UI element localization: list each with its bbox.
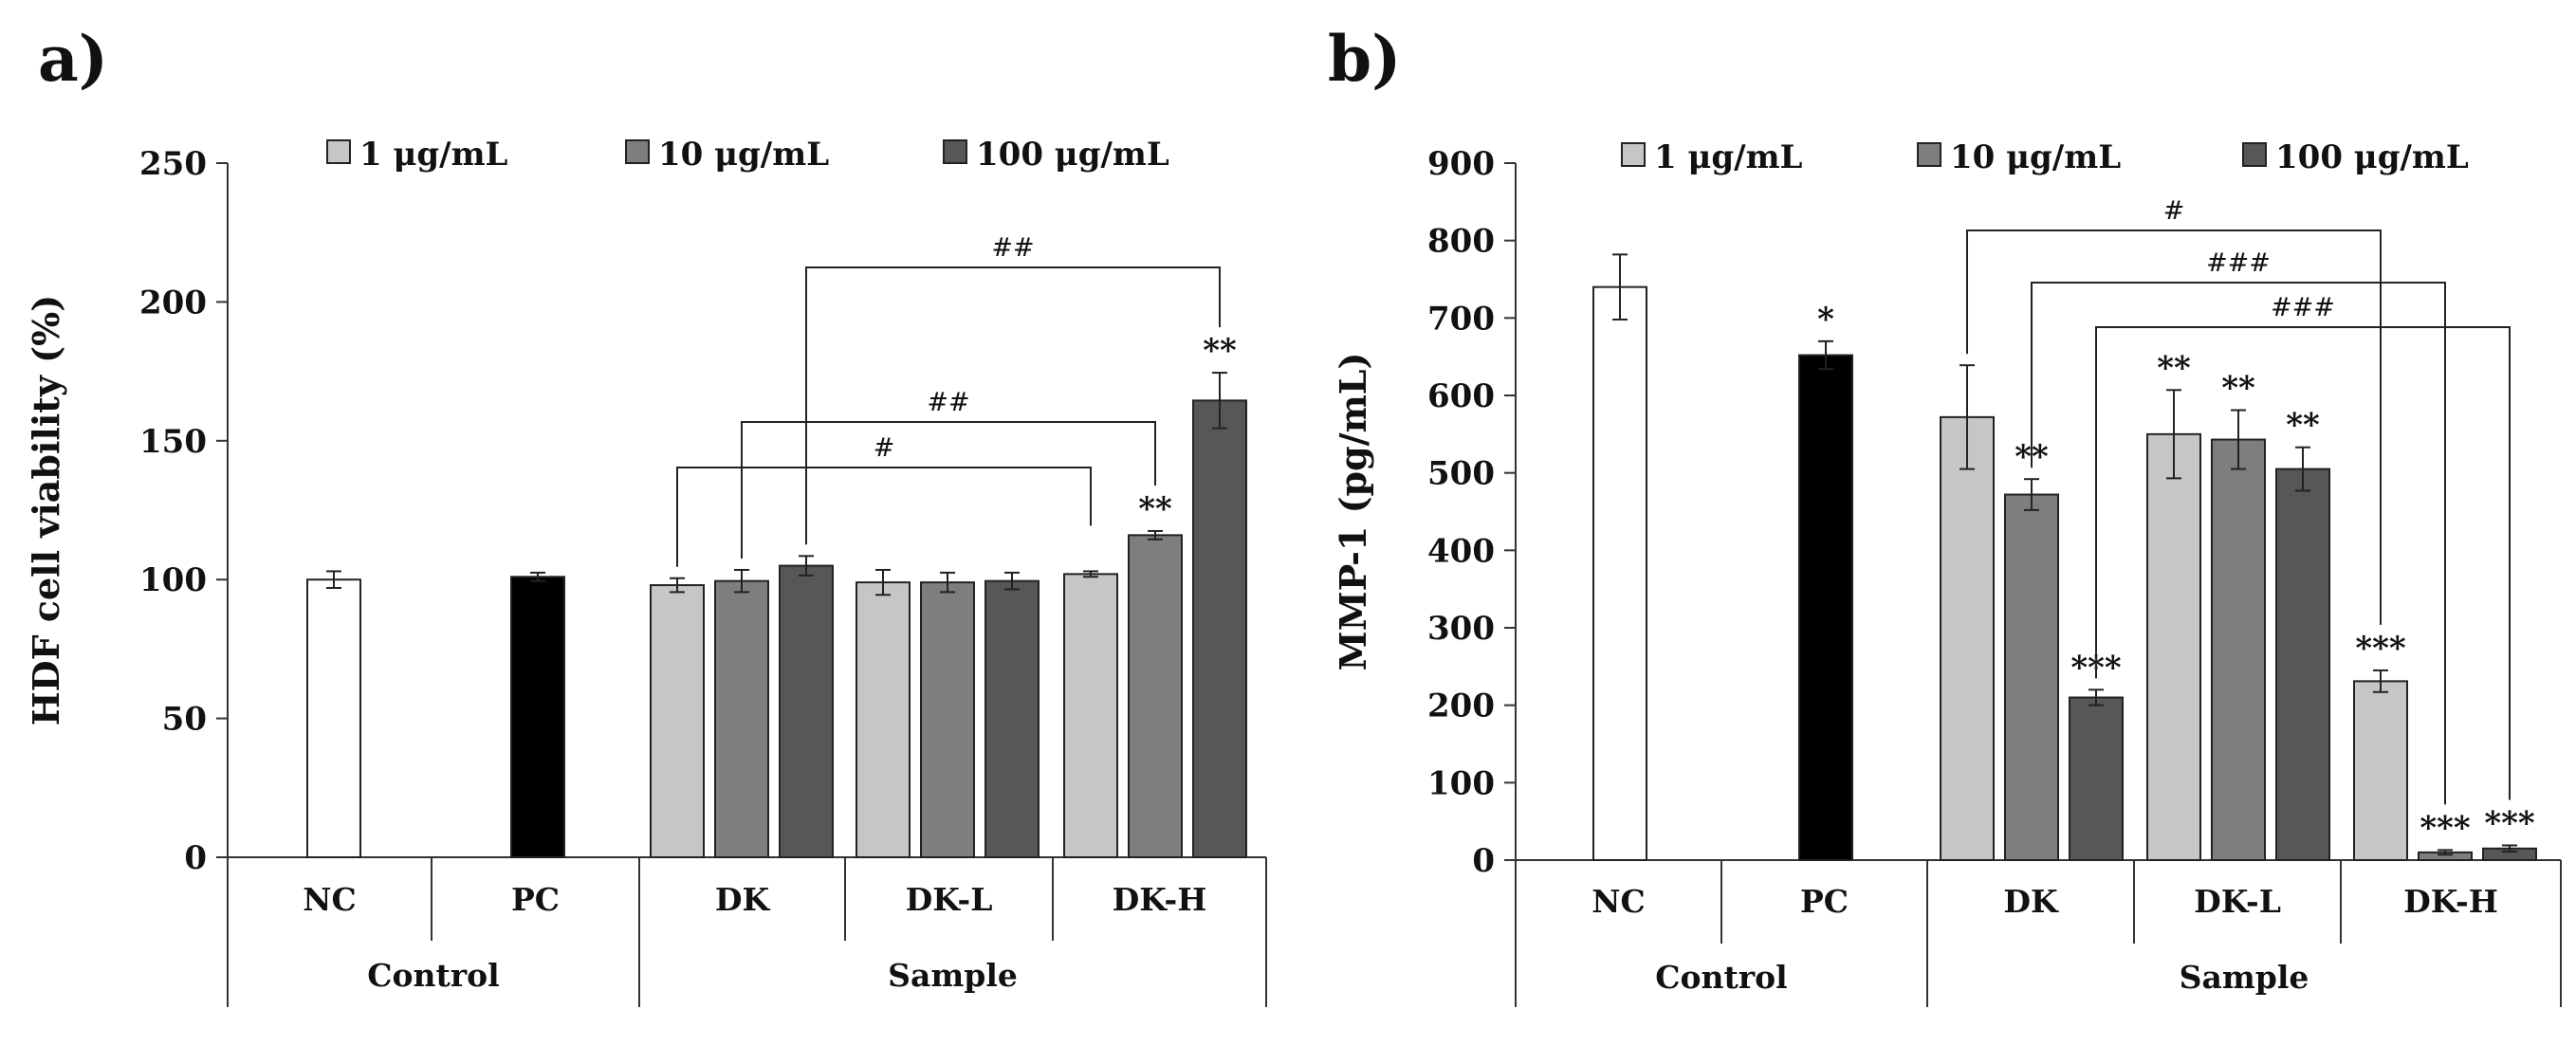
y-tick-label: 0 <box>1472 842 1495 880</box>
y-tick-label: 0 <box>184 839 207 877</box>
bar <box>920 581 975 858</box>
y-tick-label: 500 <box>1427 455 1495 493</box>
bar <box>306 578 361 858</box>
bar <box>2211 438 2266 861</box>
bar <box>510 576 565 858</box>
bracket-label: ### <box>2206 248 2271 278</box>
y-tick-label: 200 <box>139 284 207 321</box>
y-tick-label: 250 <box>139 145 207 183</box>
legend-label: 1 μg/mL <box>1654 138 1803 176</box>
legend-swatch <box>2242 142 2267 167</box>
significance-mark: ** <box>1203 332 1237 370</box>
y-tick-label: 50 <box>162 701 207 739</box>
legend-label: 100 μg/mL <box>976 136 1169 174</box>
significance-mark: ** <box>2286 407 2320 445</box>
bracket-label: # <box>2163 196 2185 226</box>
bar <box>2004 493 2059 861</box>
bracket-label: ## <box>927 388 969 417</box>
comparison-bracket <box>1966 229 2382 625</box>
comparison-bracket <box>805 266 1221 545</box>
comparison-bracket <box>676 467 1092 567</box>
group-label: Sample <box>2180 959 2309 996</box>
legend-swatch <box>326 139 351 164</box>
y-tick-label: 900 <box>1427 145 1495 183</box>
group-label: Control <box>1655 959 1787 996</box>
legend-label: 10 μg/mL <box>658 136 829 174</box>
bar <box>2146 432 2201 861</box>
significance-mark: *** <box>2355 630 2406 668</box>
group-label: Control <box>367 957 499 994</box>
y-tick-label: 700 <box>1427 300 1495 338</box>
y-tick-label: 600 <box>1427 377 1495 415</box>
y-tick-label: 800 <box>1427 223 1495 261</box>
category-label: DK-L <box>906 881 993 918</box>
legend-swatch <box>625 139 650 164</box>
bar <box>714 579 769 858</box>
significance-mark: ** <box>1138 490 1172 528</box>
legend-label: 100 μg/mL <box>2275 138 2469 176</box>
bar <box>2353 680 2408 861</box>
group-label: Sample <box>888 957 1018 994</box>
y-tick-label: 300 <box>1427 610 1495 648</box>
bracket-label: # <box>874 433 895 463</box>
significance-mark: *** <box>2420 809 2471 847</box>
bar <box>650 584 705 859</box>
legend-swatch <box>943 139 967 164</box>
bar <box>984 579 1040 858</box>
y-tick-label: 400 <box>1427 532 1495 570</box>
bar <box>1940 415 1995 861</box>
bar <box>2069 696 2124 861</box>
bar <box>1798 354 1853 861</box>
legend-label: 1 μg/mL <box>359 136 508 174</box>
y-tick-label: 200 <box>1427 688 1495 725</box>
category-label: DK <box>2003 883 2059 920</box>
category-label: DK-L <box>2194 883 2281 920</box>
legend-swatch <box>1917 142 1941 167</box>
bar <box>1063 573 1118 858</box>
legend-swatch <box>1621 142 1646 167</box>
category-label: DK <box>715 881 771 918</box>
chart-panel-a: a) 0 50 100 150 200 250 HDF cell viability (%) N… <box>25 22 1267 1007</box>
comparison-bracket <box>741 421 1156 559</box>
bar <box>2275 468 2330 861</box>
bar <box>1192 399 1247 858</box>
category-label: PC <box>511 881 560 918</box>
bracket-label: ### <box>2271 293 2335 322</box>
significance-mark: * <box>1817 301 1834 339</box>
y-axis-title: HDF cell viability (%) <box>25 295 67 725</box>
bracket-label: ## <box>991 233 1034 263</box>
category-label: DK-H <box>2403 883 2498 920</box>
y-tick-label: 150 <box>139 423 207 461</box>
y-axis-title: MMP-1 (pg/mL) <box>1332 353 1374 671</box>
significance-mark: ** <box>2157 349 2191 387</box>
chart-panel-b: b) 0 100 200 300 400 500 600 700 800 900 MMP-1 (pg/… <box>1328 22 2562 1007</box>
legend-label: 10 μg/mL <box>1950 138 2121 176</box>
category-label: PC <box>1800 883 1849 920</box>
bar <box>856 581 911 858</box>
y-tick-label: 100 <box>139 561 207 599</box>
panel-label: b) <box>1328 22 1401 96</box>
significance-mark: ** <box>2221 370 2255 408</box>
bar <box>1128 534 1183 858</box>
bar <box>779 564 834 858</box>
category-label: NC <box>1592 883 1645 920</box>
significance-mark: *** <box>2484 804 2535 842</box>
category-label: NC <box>303 881 356 918</box>
panel-label: a) <box>38 22 108 96</box>
category-label: DK-H <box>1113 881 1207 918</box>
bar <box>1592 285 1647 861</box>
y-tick-label: 100 <box>1427 764 1495 802</box>
comparison-bracket <box>2095 326 2511 800</box>
comparison-bracket <box>2031 282 2446 805</box>
